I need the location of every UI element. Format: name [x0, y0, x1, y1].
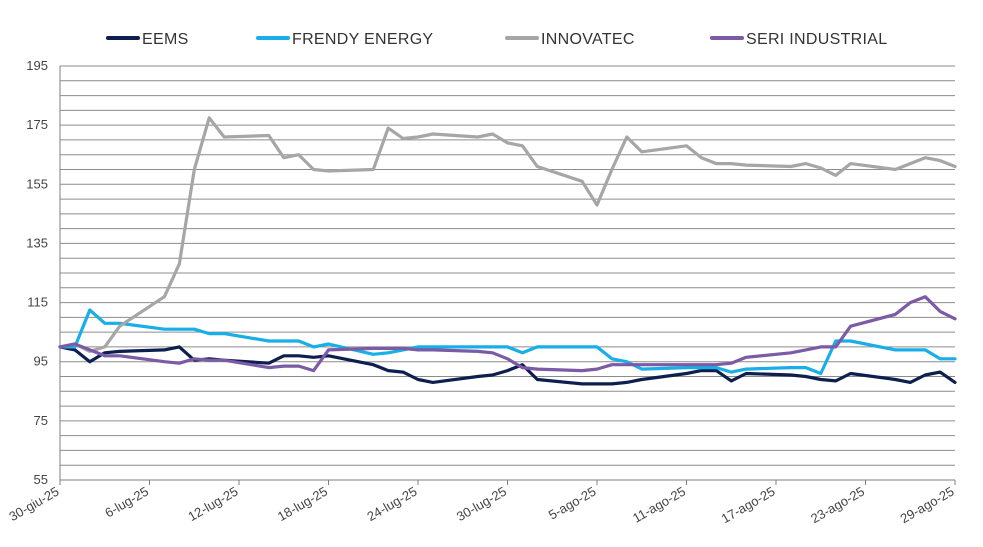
- series-line-seri-industrial: [58, 295, 957, 373]
- x-tick-label: 29-ago-25: [898, 484, 957, 527]
- legend-label-eems: EEMS: [142, 31, 189, 48]
- legend-label-innovatec: INNOVATEC: [541, 31, 635, 48]
- y-tick-label: 135: [26, 235, 48, 250]
- x-tick-label: 6-lug-25: [102, 484, 151, 521]
- y-tick-label: 155: [26, 176, 48, 191]
- series-line-frendy-energy: [58, 308, 957, 376]
- legend-label-frendy-energy: FRENDY ENERGY: [292, 31, 433, 48]
- y-axis-ticks: 55 75 95 115 135 155 175 195: [26, 58, 48, 487]
- y-tick-label: 55: [34, 472, 48, 487]
- series-line-eems: [58, 345, 957, 386]
- x-tick-label: 17-ago-25: [719, 484, 778, 527]
- x-tick-label: 24-lug-25: [364, 484, 419, 524]
- legend: EEMS FRENDY ENERGY INNOVATEC SERI INDUSTRIA…: [106, 31, 887, 48]
- x-tick-label: 18-lug-25: [275, 484, 330, 524]
- x-tick-label: 12-lug-25: [185, 484, 240, 524]
- series-line-innovatec: [58, 116, 957, 353]
- y-tick-label: 75: [34, 413, 48, 428]
- series-lines: [58, 116, 957, 386]
- y-tick-label: 115: [27, 295, 48, 310]
- y-tick-label: 175: [26, 117, 48, 132]
- legend-label-seri-industrial: SERI INDUSTRIAL: [746, 31, 887, 48]
- y-tick-label: 95: [34, 354, 48, 369]
- x-tick-label: 30-giu-25: [6, 484, 61, 524]
- x-tick-label: 23-ago-25: [808, 484, 867, 527]
- x-tick-label: 11-ago-25: [630, 484, 688, 526]
- x-tick-label: 30-lug-25: [454, 484, 509, 524]
- gridlines: [60, 65, 955, 481]
- x-axis-ticks: 30-giu-25 6-lug-25 12-lug-25 18-lug-25 24-lu…: [6, 480, 957, 527]
- x-tick-label: 5-ago-25: [546, 484, 599, 523]
- y-tick-label: 195: [26, 58, 48, 73]
